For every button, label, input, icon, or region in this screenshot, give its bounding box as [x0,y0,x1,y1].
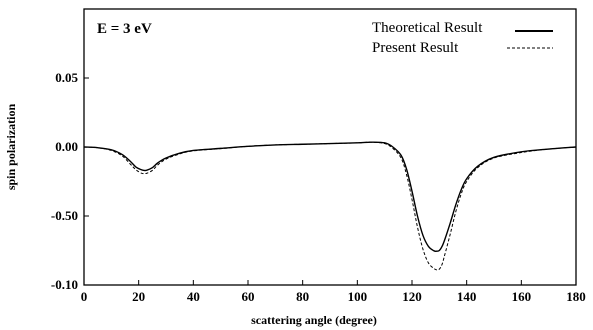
x-tick-label: 80 [296,289,309,304]
energy-annotation: E = 3 eV [97,21,152,37]
legend-label-theoretical: Theoretical Result [372,20,483,36]
x-tick-label: 140 [457,289,477,304]
y-axis-label: spin polarization [4,104,18,191]
series-layer [83,141,577,271]
plot-area-frame [83,8,577,286]
x-tick-label: 60 [242,289,255,304]
x-tick-label: 120 [402,289,422,304]
x-tick-label: 160 [512,289,532,304]
axis-ticks: 0 20 40 60 80 100 120 140 160 180 -0.10 -0.50 0.00 0.… [51,70,586,304]
legend: Theoretical Result Present Result [372,20,553,56]
series-line-present [83,141,577,271]
x-tick-label: 0 [81,289,88,304]
x-tick-label: 180 [566,289,586,304]
y-tick-label: 0.00 [55,139,78,154]
y-tick-label: 0.05 [55,70,78,85]
x-tick-label: 20 [132,289,145,304]
legend-label-present: Present Result [372,40,459,56]
x-tick-label: 100 [348,289,368,304]
x-tick-label: 40 [187,289,200,304]
y-tick-label: -0.10 [51,277,78,292]
y-tick-label: -0.50 [51,208,78,223]
series-line-theoretical [83,141,577,253]
x-axis-label: scattering angle (degree) [251,313,377,327]
